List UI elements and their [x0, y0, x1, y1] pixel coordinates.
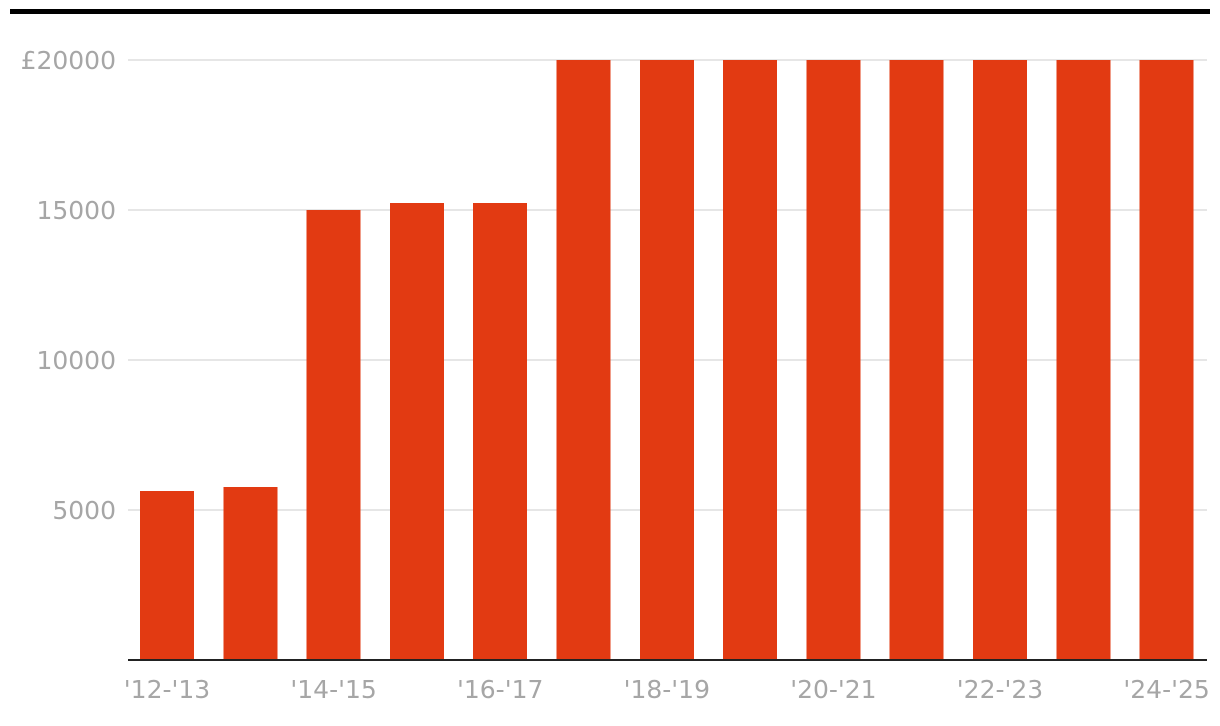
- y-tick-label: £20000: [21, 46, 116, 75]
- bar: [556, 60, 611, 660]
- bar: [389, 202, 444, 661]
- x-axis-tick-labels: '12-'13 '14-'15 '16-'17 '18-'19 '20-'21 '22-'…: [124, 675, 1210, 704]
- bars: [140, 60, 1194, 661]
- bar: [140, 490, 194, 660]
- bar: [973, 60, 1027, 660]
- x-tick-label: '12-'13: [124, 675, 210, 704]
- bar: [806, 60, 861, 660]
- bar: [723, 60, 778, 660]
- x-tick-label: '14-'15: [290, 675, 376, 704]
- y-tick-label: 10000: [36, 346, 116, 375]
- bar: [223, 486, 278, 660]
- top-rule: [10, 9, 1210, 14]
- x-tick-label: '18-'19: [624, 675, 710, 704]
- x-tick-label: '20-'21: [790, 675, 876, 704]
- y-axis-tick-labels: 5000 10000 15000 £20000: [21, 46, 116, 525]
- bar: [473, 202, 528, 661]
- y-tick-label: 5000: [52, 496, 116, 525]
- bar: [889, 60, 944, 660]
- x-tick-label: '24-'25: [1123, 675, 1209, 704]
- bar: [1139, 60, 1194, 660]
- y-tick-label: 15000: [36, 196, 116, 225]
- x-tick-label: '16-'17: [457, 675, 543, 704]
- bar: [1056, 60, 1111, 660]
- bar: [306, 210, 361, 660]
- x-tick-label: '22-'23: [957, 675, 1043, 704]
- bar: [639, 60, 694, 660]
